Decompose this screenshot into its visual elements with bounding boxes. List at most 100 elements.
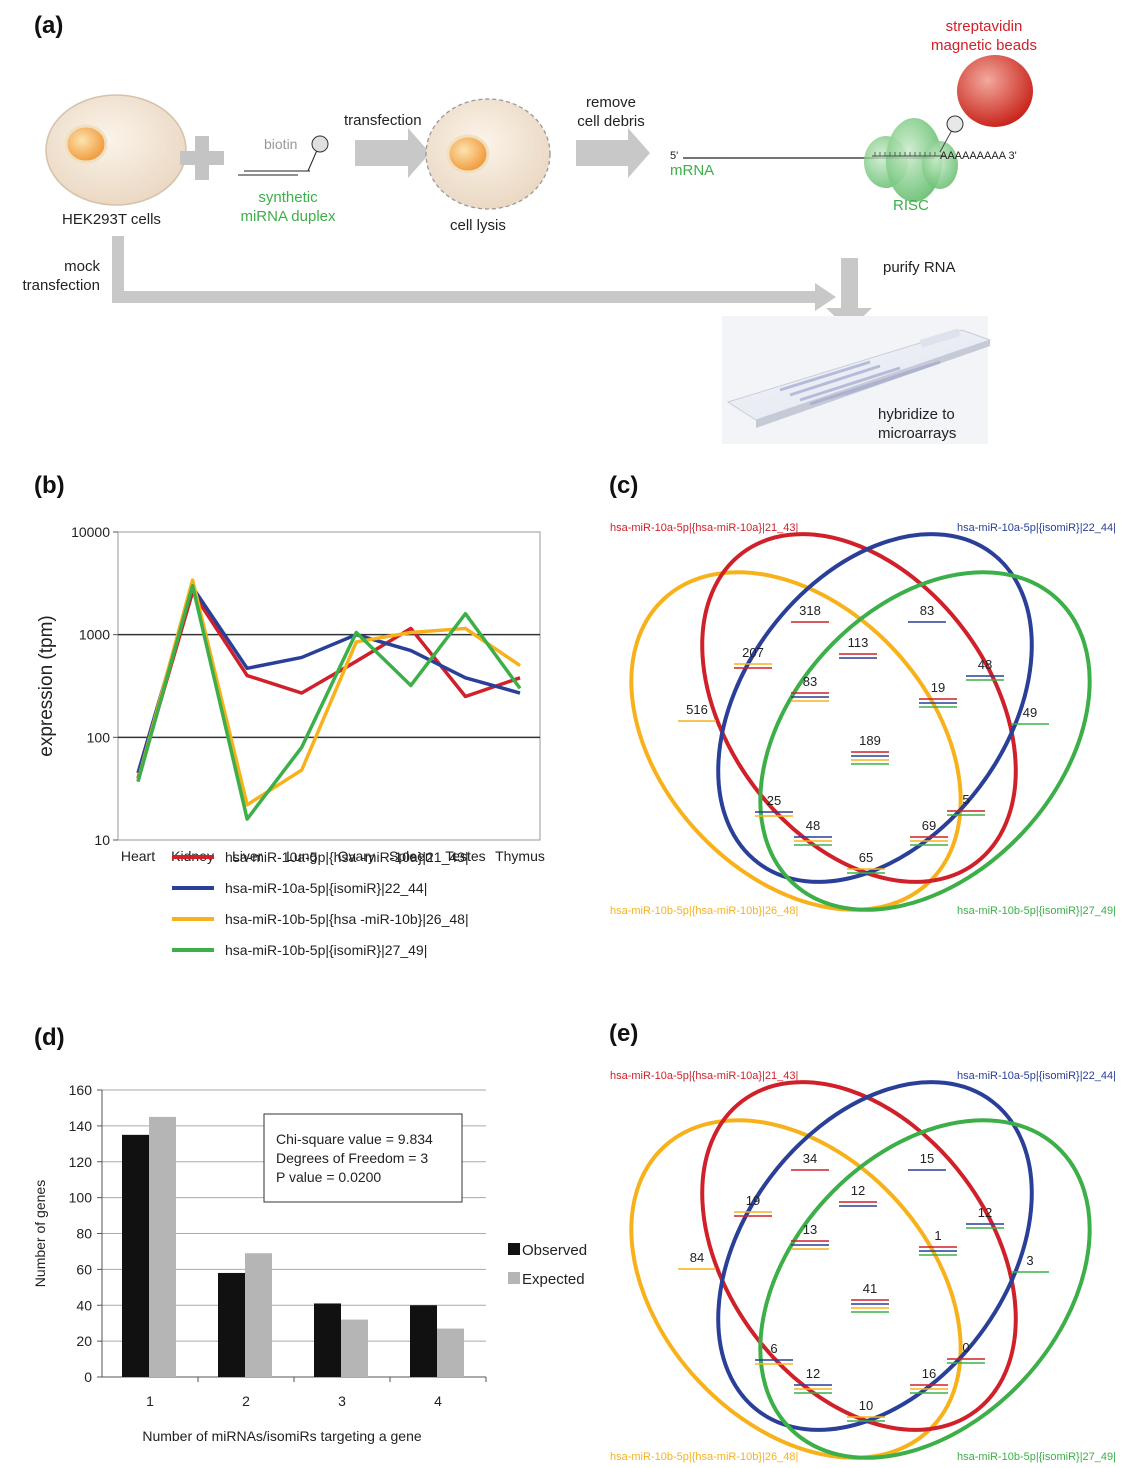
hybridize-label-line1: hybridize to — [878, 406, 955, 423]
panel-a-letter: (a) — [34, 12, 64, 39]
bar-observed-1 — [122, 1134, 149, 1377]
venn-region-count: 19 — [746, 1193, 760, 1208]
hek293t-cell-icon — [45, 94, 187, 206]
venn-region-count: 16 — [922, 1366, 936, 1381]
x-tick-label: Liver — [232, 848, 263, 864]
hek293t-cells-label: HEK293T cells — [62, 211, 161, 228]
x-tick-label: Ovary — [338, 848, 375, 864]
panel-e-letter: (e) — [609, 1020, 639, 1047]
venn-region-count: 25 — [767, 793, 781, 808]
set-label-orange: hsa-miR-10b-5p|{hsa-miR-10b}|26_48| — [610, 1451, 798, 1463]
venn-region-count: 12 — [978, 1205, 992, 1220]
x-tick-label: 2 — [242, 1393, 250, 1409]
venn-region-count: 516 — [686, 702, 708, 717]
series-line-1 — [136, 590, 521, 779]
venn-region-count: 34 — [803, 1151, 817, 1166]
legend-label-1: hsa-miR-10a-5p|{hsa -miR-10a}|21_43| — [225, 849, 469, 865]
legend-swatch-observed — [508, 1243, 520, 1255]
venn-ellipse-red — [700, 532, 1018, 884]
x-axis-label: Number of miRNAs/isomiRs targeting a gen… — [142, 1428, 422, 1444]
bar-observed-4 — [410, 1305, 437, 1377]
legend-label-expected: Expected — [522, 1271, 585, 1288]
transfection-arrow — [355, 128, 430, 178]
venn-region-count: 83 — [920, 603, 934, 618]
polya-label: AAAAAAAAA 3' — [940, 150, 1017, 162]
cell-lysis-label: cell lysis — [450, 217, 506, 234]
legend-label-4: hsa-miR-10b-5p|{isomiR}|27_49| — [225, 942, 427, 958]
beads-label-line2: magnetic beads — [931, 37, 1037, 54]
y-tick-label: 0 — [84, 1369, 92, 1385]
y-tick-label: 60 — [76, 1261, 92, 1277]
venn-ellipse-orange — [629, 1118, 963, 1460]
bar-expected-4 — [437, 1328, 464, 1377]
five-prime-label: 5' — [670, 150, 679, 162]
venn-diagram-e: hsa-miR-10a-5p|{hsa-miR-10a}|21_43| hsa-m… — [610, 1070, 1116, 1463]
bar-observed-2 — [218, 1272, 245, 1377]
venn-region-count: 189 — [859, 733, 881, 748]
venn-region-count: 13 — [803, 1222, 817, 1237]
mock-transfection-arrow — [112, 236, 836, 311]
cell-lysis-icon — [425, 98, 551, 210]
panel-c-letter: (c) — [609, 472, 639, 499]
y-tick-label: 20 — [76, 1333, 92, 1349]
venn-region-count: 0 — [962, 1340, 969, 1355]
venn-ellipse-blue — [716, 1080, 1034, 1432]
venn-region-count: 113 — [848, 635, 869, 650]
venn-region-count: 318 — [799, 603, 821, 618]
gene-count-bar-chart: 0 20 40 60 80 100 120 140 160 1 2 3 4 Number of miRNA… — [32, 1082, 587, 1444]
bar-expected-1 — [149, 1116, 176, 1377]
y-tick-label: 10 — [94, 832, 110, 848]
venn-region-count: 83 — [803, 674, 817, 689]
set-label-red: hsa-miR-10a-5p|{hsa-miR-10a}|21_43| — [610, 1070, 798, 1082]
venn-region-count: 48 — [978, 657, 992, 672]
biotin-label: biotin — [264, 136, 298, 152]
remove-debris-label-line2: cell debris — [577, 113, 645, 130]
biotin-icon — [946, 115, 964, 133]
set-label-green: hsa-miR-10b-5p|{isomiR}|27_49| — [957, 1451, 1116, 1463]
mirna-duplex-icon — [238, 135, 329, 176]
risc-complex-icon — [864, 118, 958, 202]
y-tick-label: 100 — [87, 729, 111, 745]
synthetic-duplex-label-line1: synthetic — [258, 189, 318, 206]
remove-debris-label: remove cell debris — [566, 93, 656, 131]
statistics-line-1: Chi-square value = 9.834 — [276, 1131, 433, 1147]
venn-region-count: 3 — [1026, 1253, 1033, 1268]
y-tick-label: 1000 — [79, 627, 110, 643]
series-line-2 — [136, 585, 521, 774]
statistics-box — [263, 1113, 463, 1203]
hybridize-label: hybridize to microarrays — [878, 405, 956, 443]
synthetic-duplex-label: synthetic miRNA duplex — [230, 188, 346, 226]
venn-region-count: 49 — [1023, 705, 1037, 720]
panel-b-letter: (b) — [34, 472, 65, 499]
venn-region-count: 48 — [806, 818, 820, 833]
venn-region-count: 6 — [770, 1341, 777, 1356]
venn-region-count: 19 — [931, 680, 945, 695]
y-tick-label: 10000 — [71, 524, 110, 540]
set-label-green: hsa-miR-10b-5p|{isomiR}|27_49| — [957, 905, 1116, 917]
y-tick-label: 140 — [69, 1118, 93, 1134]
mock-transfection-label: mock transfection — [8, 257, 100, 295]
transfection-label: transfection — [344, 112, 422, 129]
purify-rna-label: purify RNA — [883, 259, 956, 276]
legend-label-observed: Observed — [522, 1242, 587, 1259]
x-tick-label: 1 — [146, 1393, 154, 1409]
beads-label: streptavidin magnetic beads — [914, 17, 1054, 55]
mock-label-line1: mock — [64, 258, 100, 275]
set-label-blue: hsa-miR-10a-5p|{isomiR}|22_44| — [957, 1070, 1116, 1082]
remove-debris-label-line1: remove — [585, 94, 637, 111]
venn-region-count: 15 — [920, 1151, 934, 1166]
expression-line-chart: 10000100010010HeartKidneyLiverLungOvaryS… — [36, 524, 545, 958]
venn-ellipse-green — [758, 1118, 1092, 1460]
y-tick-label: 100 — [69, 1190, 93, 1206]
legend-label-3: hsa-miR-10b-5p|{hsa -miR-10b}|26_48| — [225, 911, 469, 927]
magnetic-bead-icon — [957, 55, 1033, 127]
venn-diagram-c: hsa-miR-10a-5p|{hsa-miR-10a}|21_43| hsa-m… — [610, 522, 1116, 917]
bar-observed-3 — [314, 1303, 341, 1377]
venn-ellipse-green — [758, 570, 1092, 912]
synthetic-duplex-label-line2: miRNA duplex — [240, 208, 336, 225]
x-tick-label: Testes — [445, 848, 485, 864]
x-tick-label: Spleen — [389, 848, 433, 864]
beads-label-line1: streptavidin — [945, 18, 1023, 35]
mock-label-line2: transfection — [22, 277, 100, 294]
legend-label-2: hsa-miR-10a-5p|{isomiR}|22_44| — [225, 880, 427, 896]
